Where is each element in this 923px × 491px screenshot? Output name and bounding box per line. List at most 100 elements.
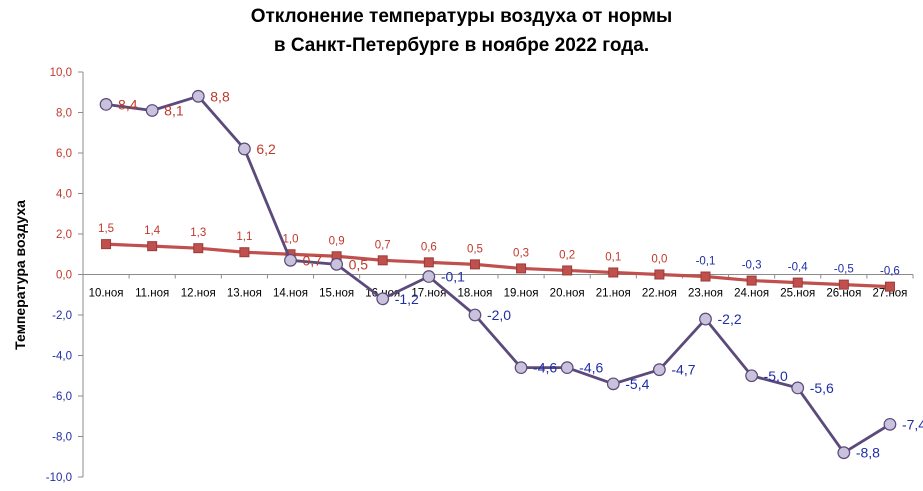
- series-1-marker: [560, 361, 574, 375]
- series-2-marker: [608, 267, 619, 278]
- series-1-data-label: -5,0: [764, 368, 788, 384]
- series-1-marker: [652, 363, 666, 377]
- series-1-marker: [837, 446, 851, 460]
- series-2-data-label: 0,2: [559, 249, 575, 261]
- series-1-marker: [514, 361, 528, 375]
- series-2-marker: [562, 265, 573, 276]
- series-2-marker: [838, 279, 849, 290]
- series-1-marker: [699, 312, 712, 326]
- series-2-marker: [193, 243, 204, 254]
- series-line-2: [105, 242, 891, 289]
- series-2-data-label: 0,5: [467, 243, 483, 255]
- y-tick-label: 4,0: [56, 189, 72, 201]
- y-axis-title: Температура воздуха: [12, 200, 28, 350]
- series-1-marker: [145, 104, 159, 117]
- y-tick-label: -6,0: [52, 391, 72, 403]
- x-tick-label: 22.ноя: [642, 288, 677, 300]
- x-tick-label: 19.ноя: [504, 288, 539, 300]
- series-1-marker: [330, 257, 344, 271]
- series-line-1: [105, 94, 891, 455]
- series-1-data-label: 8,8: [210, 88, 230, 104]
- series-2-marker: [884, 281, 895, 292]
- y-tick-label: -10,0: [46, 472, 72, 484]
- series-1-marker: [191, 89, 205, 103]
- series-1-data-label: -0,1: [441, 269, 465, 285]
- series-2-data-label: 1,1: [236, 231, 252, 243]
- series-1-data-label: 6,2: [256, 141, 276, 157]
- series-2-data-label: -0,1: [696, 256, 716, 268]
- series-1-data-label: 8,1: [164, 102, 184, 118]
- y-tick-label: 0,0: [56, 270, 72, 282]
- chart-title-line-2: в Санкт-Петербурге в ноябре 2022 года.: [273, 35, 650, 56]
- series-2-marker: [239, 247, 250, 258]
- x-tick-label: 26.ноя: [826, 288, 861, 300]
- series-2-data-label: 0,0: [651, 254, 667, 266]
- series-1-data-label: -2,2: [718, 311, 742, 327]
- series-1-data-label: -4,7: [671, 362, 695, 378]
- y-tick-label: 8,0: [56, 108, 72, 120]
- x-tick-label: 13.ноя: [227, 288, 262, 300]
- series-2-marker: [101, 239, 112, 250]
- x-tick-label: 18.ноя: [457, 288, 492, 300]
- x-tick-label: 14.ноя: [273, 288, 308, 300]
- series-1-data-label: -7,4: [902, 416, 923, 432]
- series-2-data-label: -0,6: [880, 266, 900, 278]
- series-layer: [99, 89, 897, 460]
- series-2-data-label: 0,3: [513, 247, 529, 259]
- series-2-marker: [654, 269, 665, 280]
- series-1-data-label: 0,5: [349, 256, 369, 272]
- series-2-marker: [792, 277, 803, 288]
- series-1-marker: [606, 377, 620, 391]
- series-1-marker: [376, 292, 390, 306]
- x-axis-ticks: 10.ноя11.ноя12.ноя13.ноя14.ноя15.ноя16.н…: [82, 274, 914, 300]
- x-tick-label: 10.ноя: [89, 288, 124, 300]
- y-tick-label: 2,0: [56, 229, 72, 241]
- data-labels: 1,5 1,4 1,3 1,1 1,0 0,9 0,7 0,6 0,5 0,3 0,2 0,1 0,0 -…: [98, 88, 923, 460]
- x-tick-label: 27.ноя: [872, 288, 907, 300]
- x-tick-label: 23.ноя: [688, 288, 723, 300]
- series-1-data-label: -8,8: [856, 445, 880, 461]
- series-1-data-label: 0,7: [303, 252, 323, 268]
- y-axis-ticks: 10,0 8,0 6,0 4,0 2,0 0,0 -2,0 -4,0 -6,0 -8,0 -10,0: [46, 67, 83, 484]
- series-1-data-label: -4,6: [533, 360, 557, 376]
- series-2-data-label: 1,0: [283, 233, 299, 245]
- y-tick-label: 6,0: [56, 148, 72, 160]
- series-2-data-label: 0,7: [375, 239, 391, 251]
- x-tick-label: 11.ноя: [135, 288, 169, 300]
- series-1-data-label: -2,0: [487, 307, 511, 323]
- chart-title: Отклонение температуры воздуха от нормы …: [0, 2, 923, 60]
- x-tick-label: 24.ноя: [734, 288, 769, 300]
- series-1-marker: [468, 308, 482, 322]
- series-1-data-label: -5,4: [625, 376, 649, 392]
- series-2-data-label: 0,1: [605, 251, 621, 263]
- series-1-marker: [883, 417, 897, 431]
- x-tick-label: 12.ноя: [181, 288, 216, 300]
- series-2-data-label: 1,4: [144, 225, 161, 237]
- series-1-marker: [284, 253, 297, 267]
- x-tick-label: 15.ноя: [319, 288, 354, 300]
- series-2-marker: [377, 255, 388, 266]
- series-1-data-label: 8,4: [118, 96, 138, 112]
- series-2-marker: [147, 241, 158, 252]
- series-2-data-label: 1,3: [190, 227, 206, 239]
- x-tick-label: 25.ноя: [780, 288, 815, 300]
- y-tick-label: -8,0: [52, 432, 72, 444]
- series-1-data-label: -1,2: [395, 291, 419, 307]
- y-tick-label: -2,0: [52, 310, 72, 322]
- x-tick-label: 17.ноя: [411, 288, 446, 300]
- series-1-marker: [99, 97, 113, 111]
- series-1-data-label: -4,6: [579, 360, 603, 376]
- series-2-data-label: 0,6: [421, 241, 437, 253]
- series-2-data-label: -0,4: [788, 262, 808, 274]
- y-tick-label: 10,0: [50, 67, 72, 79]
- series-2-data-label: -0,3: [742, 260, 762, 272]
- series-2-data-label: 0,9: [329, 235, 345, 247]
- series-2-marker: [423, 257, 434, 268]
- y-tick-label: -4,0: [52, 351, 72, 363]
- series-1-data-label: -5,6: [810, 380, 834, 396]
- series-2-marker: [700, 271, 711, 282]
- series-2-marker: [469, 259, 480, 270]
- chart-title-line-1: Отклонение температуры воздуха от нормы: [250, 6, 673, 27]
- series-2-marker: [516, 263, 527, 274]
- x-tick-label: 21.ноя: [596, 288, 631, 300]
